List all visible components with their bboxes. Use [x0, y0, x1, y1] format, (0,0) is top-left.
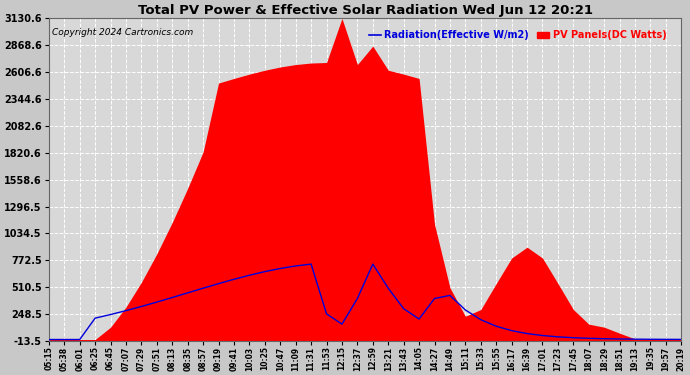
Text: Copyright 2024 Cartronics.com: Copyright 2024 Cartronics.com	[52, 28, 193, 37]
Title: Total PV Power & Effective Solar Radiation Wed Jun 12 20:21: Total PV Power & Effective Solar Radiati…	[137, 4, 593, 17]
Legend: Radiation(Effective W/m2), PV Panels(DC Watts): Radiation(Effective W/m2), PV Panels(DC …	[365, 26, 670, 44]
